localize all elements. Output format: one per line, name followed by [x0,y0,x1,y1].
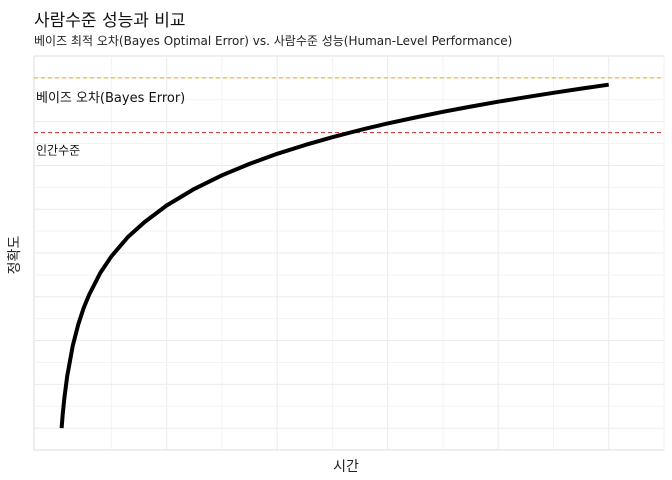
chart-subtitle: 베이즈 최적 오차(Bayes Optimal Error) vs. 사람수준 … [34,34,513,48]
reference-line-label: 베이즈 오차(Bayes Error) [36,91,185,106]
y-axis-label: 정확도 [7,235,23,275]
x-axis-label: 시간 [333,459,359,475]
series-line [59,82,609,429]
grid-lines [34,56,665,450]
data-series [59,82,609,429]
chart-title: 사람수준 성능과 비교 [34,11,186,31]
reference-line-label: 인간수준 [36,144,80,158]
